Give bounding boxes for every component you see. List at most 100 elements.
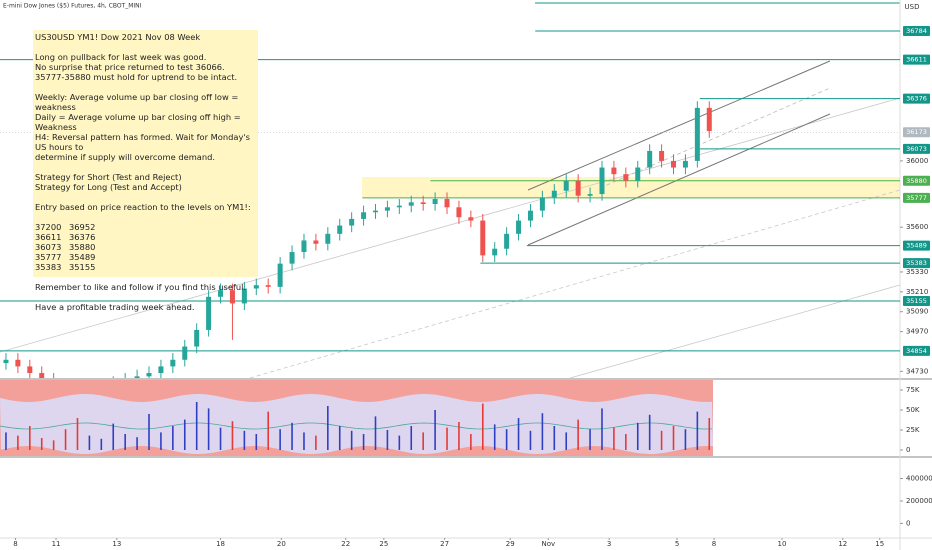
y-tick-label: 34970 bbox=[906, 328, 928, 336]
y-tick-label: 35090 bbox=[906, 308, 928, 316]
candle-body bbox=[361, 212, 367, 219]
volume-tick-label: 0 bbox=[906, 446, 910, 454]
candle-body bbox=[396, 205, 402, 208]
level-label: 35489 bbox=[906, 242, 927, 250]
x-tick-label: Nov bbox=[542, 540, 556, 548]
note-cell: 35383 bbox=[35, 262, 62, 272]
level-label-box bbox=[903, 175, 930, 186]
candle-body bbox=[313, 240, 319, 244]
candle-body bbox=[671, 160, 677, 168]
note-cell: 35777 bbox=[35, 252, 62, 262]
candle-body bbox=[682, 160, 688, 168]
level-label-box bbox=[903, 258, 930, 269]
x-tick-label: 3 bbox=[607, 540, 611, 548]
note-cell: 35489 bbox=[69, 252, 96, 262]
note-paragraph: Strategy for Short (Test and Reject) Stra… bbox=[35, 172, 256, 192]
candle-body bbox=[420, 202, 426, 204]
x-tick-label: 20 bbox=[277, 540, 286, 548]
note-paragraph: Long on pullback for last week was good.… bbox=[35, 52, 256, 82]
y-tick-label: 35330 bbox=[906, 268, 928, 276]
candle-body bbox=[15, 359, 21, 367]
level-label-box bbox=[903, 25, 930, 36]
candle-body bbox=[575, 180, 581, 196]
candle-body bbox=[516, 220, 522, 234]
x-tick-label: 29 bbox=[506, 540, 515, 548]
candle-body bbox=[325, 233, 331, 244]
candle-body bbox=[635, 167, 641, 181]
candle-body bbox=[539, 197, 545, 211]
candle-body bbox=[706, 107, 712, 132]
level-label: 36376 bbox=[906, 95, 927, 103]
note-paragraph: Entry based on price reaction to the lev… bbox=[35, 202, 256, 212]
candle-body bbox=[265, 285, 271, 287]
volume-average bbox=[0, 422, 713, 430]
note-cell: 35155 bbox=[69, 262, 96, 272]
last-price-label: 36173 bbox=[906, 128, 927, 136]
candle-body bbox=[611, 167, 617, 175]
note: US30USD YM1! Dow 2021 Nov 08 Week Long o… bbox=[33, 30, 258, 312]
candle-body bbox=[599, 167, 605, 195]
level-label: 35155 bbox=[906, 297, 927, 305]
candle-body bbox=[182, 346, 188, 360]
chart-title: E-mini Dow Jones ($5) Futures, 4h, CBOT_… bbox=[3, 3, 142, 10]
y-tick-label: 35600 bbox=[906, 223, 928, 231]
candle-body bbox=[468, 217, 474, 221]
level-label: 35777 bbox=[906, 194, 927, 202]
note-cell: 36611 bbox=[35, 232, 62, 242]
candle-body bbox=[301, 240, 307, 253]
note-line: 35777-35880 must hold for uptrend to be … bbox=[35, 72, 238, 82]
candle-body bbox=[277, 263, 283, 287]
currency: USD bbox=[905, 3, 920, 11]
note-line: Remember to like and follow if you find … bbox=[35, 282, 247, 292]
candle-body bbox=[563, 180, 569, 191]
channel-line bbox=[527, 113, 831, 246]
note-line: Have a profitable trading week ahead. bbox=[35, 302, 195, 312]
note-row: 37200 36952 bbox=[35, 222, 256, 232]
level-label: 36611 bbox=[906, 56, 927, 64]
candle-body bbox=[218, 290, 224, 297]
note-closing: Remember to like and follow if you find … bbox=[35, 282, 256, 312]
x-tick-label: 11 bbox=[52, 540, 61, 548]
level-label: 35880 bbox=[906, 177, 927, 185]
candle-body bbox=[229, 290, 235, 304]
x-tick-label: 18 bbox=[216, 540, 225, 548]
candle-body bbox=[337, 225, 343, 234]
level-label-box bbox=[903, 240, 930, 251]
candle-body bbox=[647, 150, 653, 168]
level-label-box bbox=[903, 192, 930, 203]
candle-body bbox=[492, 248, 498, 256]
candle-body bbox=[456, 207, 462, 218]
level-label-box bbox=[903, 54, 930, 65]
candle-body bbox=[659, 150, 665, 161]
x-tick-label: 12 bbox=[838, 540, 847, 548]
lower-tick-label: 200000 bbox=[906, 497, 932, 505]
candle-body bbox=[289, 252, 295, 264]
x-tick-label: 8 bbox=[712, 540, 716, 548]
candle-body bbox=[194, 329, 200, 347]
level-label-box bbox=[903, 345, 930, 356]
trend-line bbox=[0, 97, 900, 353]
candle-body bbox=[444, 199, 450, 208]
candle-body bbox=[551, 190, 557, 198]
lower-tick-label: 400000 bbox=[906, 475, 932, 483]
note-body: Long on pullback for last week was good.… bbox=[35, 52, 256, 212]
level-label-box bbox=[903, 295, 930, 306]
note-row: 35777 35489 bbox=[35, 252, 256, 262]
x-tick-label: 15 bbox=[875, 540, 884, 548]
note-row: 36073 35880 bbox=[35, 242, 256, 252]
candle-body bbox=[253, 285, 259, 289]
level-label: 36784 bbox=[906, 27, 927, 35]
note-paragraph: Weekly: Average volume up bar closing of… bbox=[35, 92, 256, 162]
level-label-box bbox=[903, 93, 930, 104]
note-line: Weekly: Average volume up bar closing of… bbox=[35, 92, 239, 112]
candle-body bbox=[206, 296, 212, 330]
volume-tick-label: 50K bbox=[906, 406, 920, 414]
candle-body bbox=[134, 376, 140, 378]
level-label: 35383 bbox=[906, 259, 927, 267]
channel-line bbox=[527, 60, 831, 191]
candle-body bbox=[27, 366, 33, 374]
trend-line bbox=[249, 189, 900, 378]
candle-body bbox=[349, 218, 355, 226]
x-tick-label: 22 bbox=[341, 540, 350, 548]
